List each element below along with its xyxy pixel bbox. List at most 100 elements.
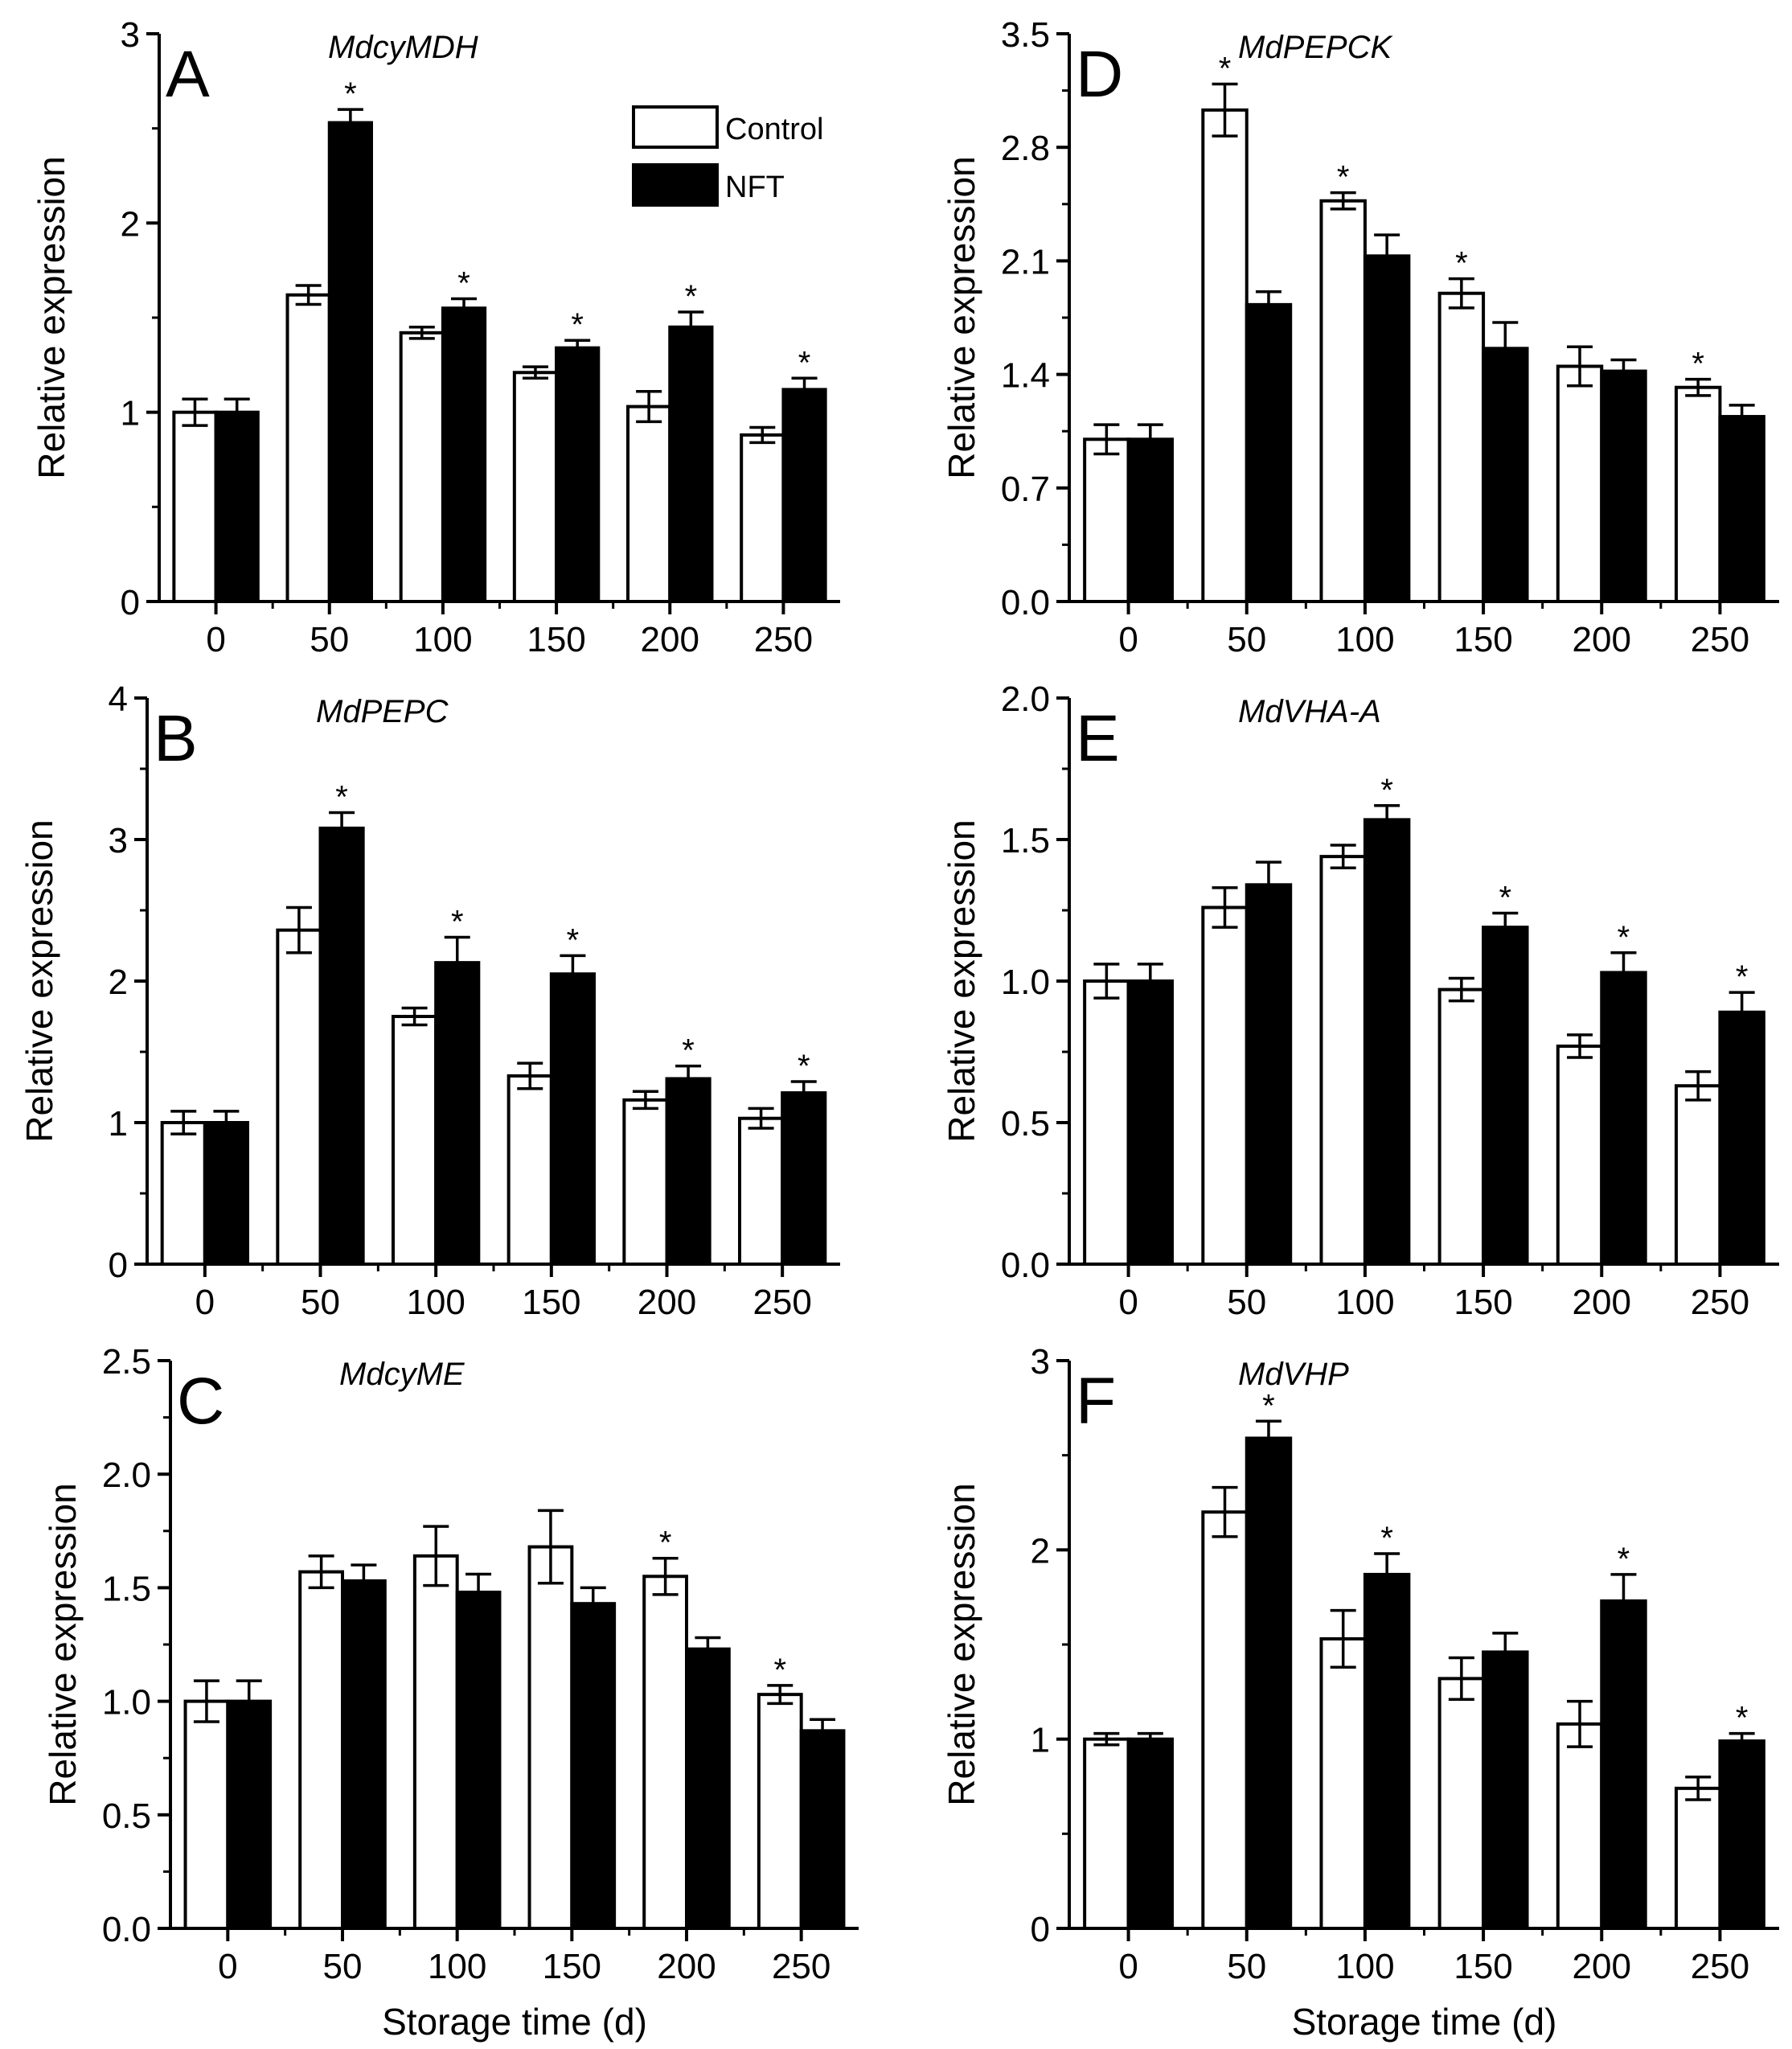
- x-tick-label: 250: [754, 620, 813, 659]
- y-tick-label: 1: [109, 1104, 128, 1144]
- significance-star-nft-200: *: [1618, 1542, 1630, 1577]
- y-tick-label: 3: [109, 821, 128, 860]
- y-tick-label: 2.1: [1001, 242, 1050, 281]
- y-tick-label: 3: [121, 15, 140, 55]
- gene-name: MdPEPCK: [1238, 30, 1393, 65]
- bar-control-0: [160, 1121, 207, 1266]
- x-tick-label: 150: [522, 1283, 580, 1322]
- significance-star-control-150: *: [1455, 246, 1468, 281]
- bar-nft-150: [1482, 1650, 1529, 1930]
- y-tick-label: 1: [121, 394, 140, 433]
- y-axis-title: Relative expression: [18, 819, 60, 1142]
- bar-control-50: [1201, 905, 1249, 1266]
- x-tick-label: 0: [1118, 1947, 1138, 1986]
- x-tick-label: 0: [1118, 1283, 1138, 1322]
- bar-nft-150: [1482, 347, 1529, 603]
- bar-nft-0: [214, 410, 260, 604]
- x-tick-label: 50: [301, 1283, 340, 1322]
- bar-nft-200: [665, 1077, 711, 1266]
- significance-star-nft-100: *: [451, 904, 464, 939]
- significance-star-nft-250: *: [798, 1049, 810, 1084]
- significance-star-nft-150: *: [571, 307, 584, 343]
- y-tick-label: 4: [109, 680, 128, 719]
- x-tick-label: 200: [1573, 1947, 1631, 1986]
- x-tick-label: 50: [310, 620, 349, 659]
- significance-star-nft-50: *: [1262, 1388, 1275, 1423]
- bar-control-50: [1201, 108, 1249, 603]
- x-tick-label: 0: [1118, 620, 1138, 659]
- x-tick-label: 50: [1227, 1947, 1266, 1986]
- panel-a: * * * * * 0 1 2 3 0 50 100 150 200 250 Relative express…: [31, 15, 840, 659]
- bar-nft-50: [341, 1579, 387, 1930]
- bar-nft-150: [1482, 926, 1529, 1266]
- bar-nft-200: [668, 325, 714, 603]
- y-tick-label: 2.0: [102, 1456, 151, 1495]
- bar-nft-50: [318, 826, 365, 1267]
- y-tick-label: 1.0: [102, 1683, 151, 1723]
- significance-star-nft-250: *: [1736, 959, 1749, 995]
- bar-control-0: [172, 410, 218, 604]
- x-tick-label: 150: [1454, 620, 1512, 659]
- bar-control-150: [527, 1545, 574, 1930]
- bar-control-250: [740, 433, 785, 604]
- significance-star-control-250: *: [773, 1653, 786, 1688]
- y-tick-label: 0.0: [102, 1910, 151, 1949]
- gene-name: MdVHP: [1238, 1357, 1349, 1392]
- bar-nft-200: [1600, 369, 1647, 603]
- panel-c: * * 0.0 0.5 1.0 1.5 2.0 2.5 0 50 100 150 200 250 Relat…: [42, 1342, 859, 2043]
- gene-name: MdVHA-A: [1238, 694, 1381, 729]
- x-tick-label: 150: [543, 1947, 601, 1986]
- significance-star-control-50: *: [1219, 51, 1232, 87]
- y-tick-label: 1.0: [1001, 963, 1050, 1002]
- significance-star-nft-250: *: [1736, 1701, 1749, 1736]
- bar-nft-100: [1363, 818, 1411, 1266]
- bar-nft-50: [327, 121, 373, 603]
- legend-label-nft: NFT: [725, 170, 785, 204]
- y-tick-label: 1.4: [1001, 356, 1050, 396]
- y-axis-title: Relative expression: [941, 819, 982, 1142]
- x-tick-label: 0: [195, 1283, 215, 1322]
- gene-name: MdcyME: [339, 1357, 465, 1392]
- x-tick-label: 100: [406, 1283, 465, 1322]
- bar-nft-0: [226, 1699, 273, 1931]
- y-tick-label: 2.0: [1001, 680, 1050, 719]
- bar-control-0: [183, 1699, 230, 1931]
- significance-star-nft-100: *: [457, 265, 470, 301]
- y-tick-label: 0: [121, 583, 140, 622]
- bar-control-100: [392, 1015, 438, 1266]
- x-tick-label: 200: [1573, 620, 1631, 659]
- x-tick-label: 150: [527, 620, 585, 659]
- bar-control-250: [1674, 385, 1722, 603]
- bar-nft-200: [685, 1647, 731, 1930]
- bar-control-250: [757, 1693, 803, 1930]
- x-tick-label: 250: [1691, 1283, 1749, 1322]
- bar-control-250: [738, 1116, 785, 1266]
- bar-control-100: [1319, 199, 1367, 603]
- significance-star-nft-50: *: [335, 780, 348, 815]
- bar-nft-50: [1245, 883, 1293, 1266]
- bar-nft-100: [441, 306, 487, 603]
- x-tick-label: 250: [772, 1947, 830, 1986]
- bar-control-0: [1083, 979, 1130, 1266]
- x-axis-title: Storage time (d): [1292, 2001, 1557, 2043]
- panel-d: * * * * 0.0 0.7 1.4 2.1 2.8 3.5 0 50 100 150 200 250 Rel…: [941, 15, 1779, 659]
- bar-nft-150: [549, 972, 596, 1266]
- bar-control-250: [1674, 1786, 1722, 1930]
- bar-nft-0: [1126, 979, 1175, 1266]
- bar-control-150: [506, 1074, 553, 1267]
- y-tick-label: 1.5: [102, 1569, 151, 1608]
- bar-control-200: [622, 1098, 669, 1266]
- panel-b: * * * * * 0 1 2 3 4 0 50 100 150 200 250 Relative expres…: [18, 680, 840, 1322]
- bar-control-150: [1437, 988, 1486, 1267]
- y-tick-label: 2: [121, 204, 140, 244]
- bar-nft-250: [799, 1729, 846, 1931]
- bar-nft-0: [1126, 437, 1175, 603]
- x-tick-label: 100: [428, 1947, 486, 1986]
- significance-star-nft-150: *: [1499, 881, 1512, 916]
- bar-nft-150: [570, 1602, 617, 1930]
- y-tick-label: 3.5: [1001, 15, 1050, 55]
- bar-control-50: [1201, 1510, 1249, 1931]
- x-tick-label: 100: [1335, 620, 1394, 659]
- bar-control-50: [285, 293, 331, 603]
- significance-star-control-250: *: [1692, 347, 1704, 382]
